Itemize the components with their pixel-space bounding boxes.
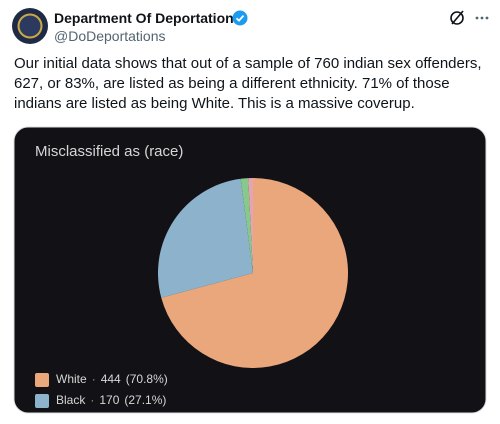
legend-value: 444 — [101, 372, 121, 386]
legend-category: Black — [56, 393, 86, 407]
chart-title: Misclassified as (race) — [35, 143, 183, 160]
pie-slice — [240, 178, 253, 273]
legend-swatch — [35, 394, 49, 408]
legend-value: 170 — [99, 393, 119, 407]
legend-category: White — [56, 372, 87, 386]
author-handle[interactable]: @DoDeportations — [54, 28, 166, 44]
pie-slice — [158, 178, 253, 298]
legend-swatch — [35, 373, 49, 387]
legend-percent: (27.1%) — [124, 393, 166, 407]
post-actions[interactable] — [448, 8, 492, 28]
legend-separator: · — [92, 372, 96, 386]
author-name[interactable]: Department Of Deportations — [54, 10, 242, 26]
card-background — [13, 126, 487, 414]
legend-label: White · 444 (70.8%) — [56, 372, 168, 386]
legend-separator: · — [90, 393, 94, 407]
verified-badge — [232, 10, 248, 26]
pie-slice — [248, 178, 253, 273]
post-text: Our initial data shows that out of a sam… — [14, 55, 482, 112]
legend-label: Black · 170 (27.1%) — [56, 393, 166, 407]
legend-percent: (70.8%) — [126, 372, 168, 386]
pie-slice — [161, 178, 348, 368]
avatar[interactable] — [12, 8, 48, 44]
